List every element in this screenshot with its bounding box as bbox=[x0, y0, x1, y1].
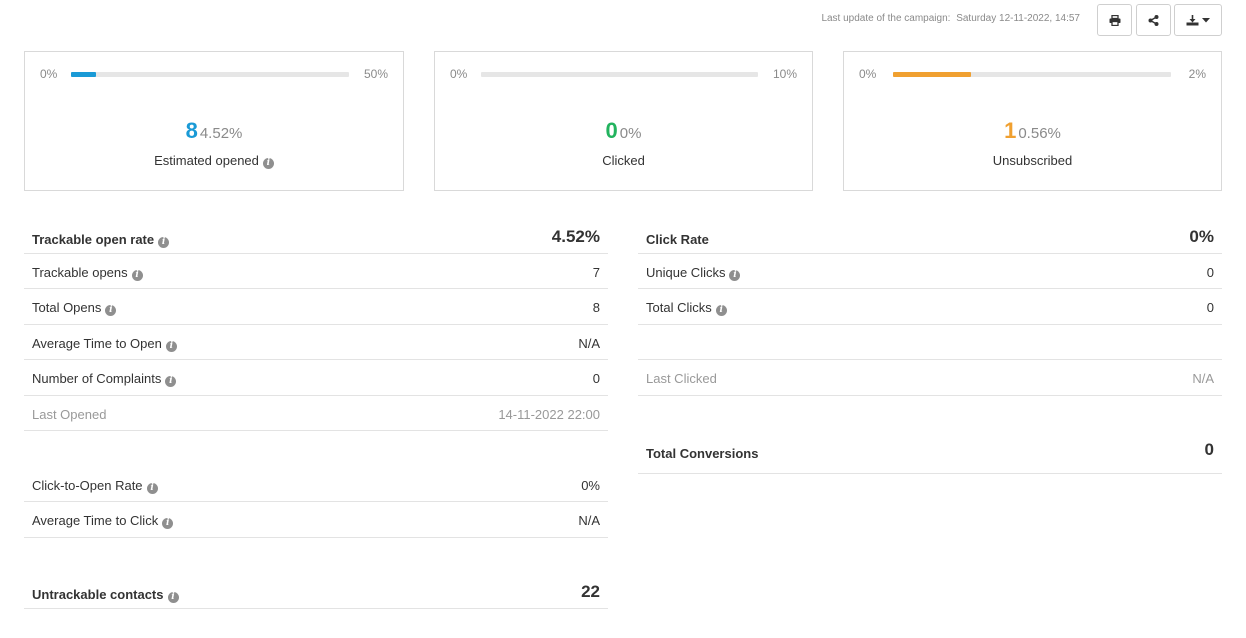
stat-label: Click-to-Open Rate i bbox=[32, 478, 158, 494]
metric-label-text: Unsubscribed bbox=[992, 153, 1073, 168]
info-icon[interactable]: i bbox=[105, 305, 117, 316]
metric-percent: 0% bbox=[619, 125, 642, 142]
metric-value: 0 0% bbox=[435, 118, 812, 144]
stat-value: 14-11-2022 22:00 bbox=[498, 406, 600, 422]
info-icon[interactable]: i bbox=[262, 158, 274, 169]
stat-row-untrackable-contacts: Untrackable contacts i 22 bbox=[24, 573, 608, 609]
metric-percent: 4.52% bbox=[199, 125, 243, 142]
stat-label: Last Clicked bbox=[646, 371, 717, 386]
stat-row-total-clicks: Total Clicks i 0 bbox=[638, 289, 1222, 325]
print-icon bbox=[1109, 14, 1120, 26]
stat-value: 0 bbox=[1206, 264, 1214, 280]
stat-label: Trackable open rate i bbox=[32, 232, 170, 248]
metric-value: 8 4.52% bbox=[25, 118, 403, 144]
share-icon bbox=[1148, 14, 1159, 26]
metric-label: Estimated opened i bbox=[25, 153, 403, 169]
progress-min: 0% bbox=[40, 67, 58, 81]
stat-label: Number of Complaints i bbox=[32, 371, 177, 387]
info-icon[interactable]: i bbox=[162, 518, 174, 529]
metric-label-text: Estimated opened bbox=[154, 153, 259, 168]
progress-max: 50% bbox=[363, 67, 388, 81]
stat-row-average-time-to-click: Average Time to Click i N/A bbox=[24, 502, 608, 538]
progress-track bbox=[71, 72, 349, 77]
metric-value: 1 0.56% bbox=[844, 118, 1221, 144]
download-icon bbox=[1186, 14, 1199, 25]
progress-max: 10% bbox=[772, 67, 797, 81]
stat-label: Unique Clicks i bbox=[646, 265, 741, 281]
progress-track bbox=[481, 72, 758, 77]
stat-value: 8 bbox=[592, 300, 600, 315]
stat-row-click-rate: Click Rate 0% bbox=[638, 218, 1222, 254]
stat-label: Average Time to Open i bbox=[32, 336, 177, 352]
metric-label: Clicked bbox=[435, 153, 812, 168]
estimated-opened-card: 0% 50% 8 4.52% Estimated opened i bbox=[24, 51, 404, 191]
stat-value: 0 bbox=[592, 371, 600, 386]
info-icon[interactable]: i bbox=[131, 269, 143, 281]
stat-value: 0 bbox=[1206, 300, 1214, 315]
progress-min: 0% bbox=[450, 67, 468, 81]
metric-label: Unsubscribed bbox=[844, 153, 1221, 168]
stat-value: 22 bbox=[581, 582, 600, 601]
caret-down-icon bbox=[1202, 17, 1210, 22]
stat-value: 0% bbox=[1189, 227, 1214, 246]
stat-row-unique-clicks: Unique Clicks i 0 bbox=[638, 254, 1222, 289]
stat-row-last-clicked: Last Clicked N/A bbox=[638, 360, 1222, 396]
stat-label: Untrackable contacts i bbox=[32, 587, 179, 603]
stat-value: 0% bbox=[581, 477, 600, 493]
metric-count: 1 bbox=[1004, 118, 1017, 143]
stat-label: Total Clicks i bbox=[646, 300, 727, 316]
spacer bbox=[638, 396, 1222, 432]
info-icon[interactable]: i bbox=[146, 482, 158, 494]
opens-stats-table: Trackable open rate i 4.52% Trackable ope… bbox=[24, 218, 608, 609]
stat-label: Total Conversions bbox=[646, 446, 759, 461]
metric-count: 8 bbox=[185, 118, 198, 143]
unsubscribed-card: 0% 2% 1 0.56% Unsubscribed bbox=[843, 51, 1222, 191]
progress-fill bbox=[71, 72, 97, 77]
export-dropdown-button[interactable] bbox=[1174, 4, 1222, 36]
spacer bbox=[24, 538, 608, 574]
progress-track bbox=[893, 72, 1171, 77]
info-icon[interactable]: i bbox=[715, 305, 727, 316]
stat-value: 4.52% bbox=[551, 227, 600, 246]
stat-label: Average Time to Click i bbox=[32, 513, 174, 529]
stat-label: Trackable opens i bbox=[32, 265, 143, 281]
metric-count: 0 bbox=[605, 118, 618, 143]
metric-percent: 0.56% bbox=[1018, 125, 1061, 142]
progress-min: 0% bbox=[859, 67, 877, 81]
stat-row-average-time-to-open: Average Time to Open i N/A bbox=[24, 325, 608, 360]
stat-value: 7 bbox=[592, 264, 600, 280]
stat-label: Last Opened bbox=[32, 406, 107, 422]
stat-value: N/A bbox=[1192, 371, 1214, 386]
stat-row-click-to-open-rate: Click-to-Open Rate i 0% bbox=[24, 467, 608, 502]
stat-label: Click Rate bbox=[646, 232, 709, 247]
info-icon[interactable]: i bbox=[165, 340, 177, 352]
stat-label: Total Opens i bbox=[32, 300, 117, 316]
clicked-card: 0% 10% 0 0% Clicked bbox=[434, 51, 813, 191]
info-icon[interactable]: i bbox=[167, 592, 179, 603]
progress-fill bbox=[893, 72, 971, 77]
stat-row-total-opens: Total Opens i 8 bbox=[24, 289, 608, 325]
metric-label-text: Clicked bbox=[602, 153, 645, 168]
spacer bbox=[638, 325, 1222, 360]
info-icon[interactable]: i bbox=[165, 376, 177, 387]
stat-row-last-opened: Last Opened 14-11-2022 22:00 bbox=[24, 396, 608, 431]
spacer bbox=[24, 431, 608, 467]
last-update: Last update of the campaign: Saturday 12… bbox=[821, 13, 1080, 24]
last-update-label: Last update of the campaign: bbox=[821, 13, 951, 24]
print-button[interactable] bbox=[1097, 4, 1132, 36]
toolbar: Last update of the campaign: Saturday 12… bbox=[0, 3, 1246, 36]
info-icon[interactable]: i bbox=[158, 237, 170, 248]
progress-max: 2% bbox=[1188, 67, 1206, 81]
last-update-value: Saturday 12-11-2022, 14:57 bbox=[956, 13, 1080, 24]
share-button[interactable] bbox=[1136, 4, 1171, 36]
stat-row-trackable-open-rate: Trackable open rate i 4.52% bbox=[24, 218, 608, 254]
stat-value: N/A bbox=[578, 513, 600, 528]
stat-row-total-conversions: Total Conversions 0 bbox=[638, 431, 1222, 474]
stat-value: 0 bbox=[1204, 440, 1214, 459]
stat-row-complaints: Number of Complaints i 0 bbox=[24, 360, 608, 396]
stat-value: N/A bbox=[578, 335, 600, 351]
stat-row-trackable-opens: Trackable opens i 7 bbox=[24, 254, 608, 289]
clicks-stats-table: Click Rate 0% Unique Clicks i 0 Total Cli… bbox=[638, 218, 1222, 474]
info-icon[interactable]: i bbox=[729, 269, 741, 281]
